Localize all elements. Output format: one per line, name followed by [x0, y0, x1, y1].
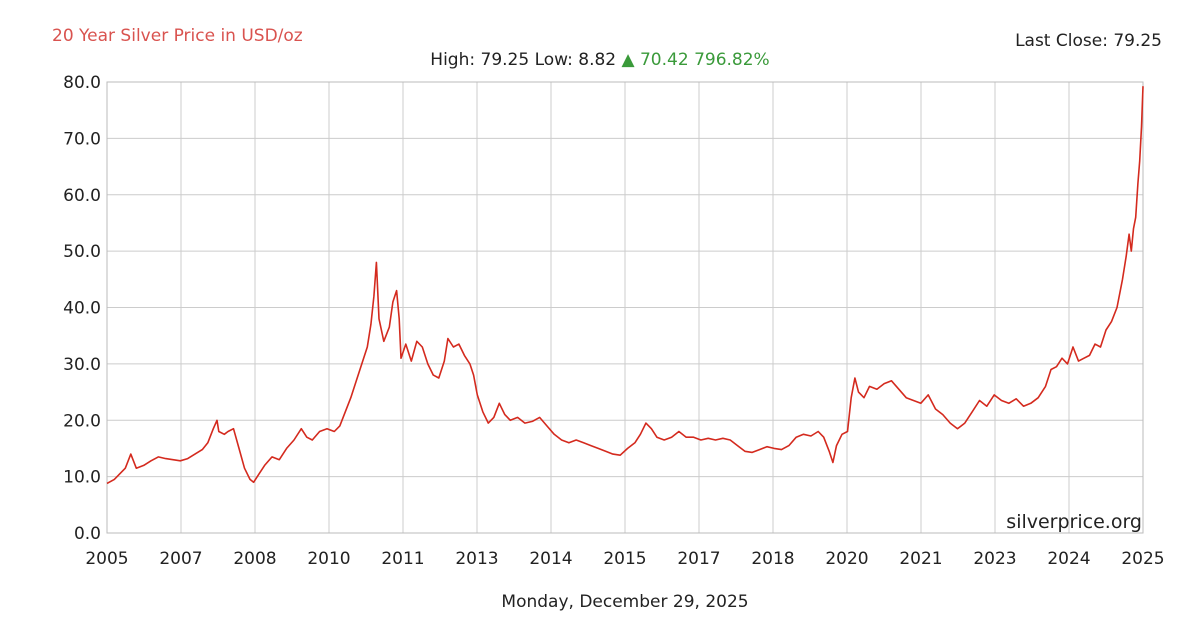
y-tick-label: 0.0 [74, 524, 101, 544]
watermark: silverprice.org [1006, 511, 1142, 533]
x-tick-label: 2018 [751, 549, 794, 569]
x-tick-label: 2013 [455, 549, 498, 569]
chart-date: Monday, December 29, 2025 [501, 592, 749, 612]
x-tick-label: 2008 [233, 549, 276, 569]
x-tick-label: 2014 [529, 549, 572, 569]
y-tick-label: 60.0 [63, 186, 101, 206]
x-tick-label: 2007 [159, 549, 202, 569]
silver-price-line [106, 86, 1144, 485]
high-value: High: 79.25 [430, 50, 530, 70]
low-value: Low: 8.82 [534, 50, 617, 70]
x-tick-label: 2011 [381, 549, 424, 569]
y-tick-label: 80.0 [63, 73, 101, 93]
x-axis: 2005 2007 2008 2010 2011 2013 2014 2015 2017 2018… [85, 549, 1164, 569]
x-tick-label: 2015 [603, 549, 646, 569]
plot-frame [106, 81, 1144, 534]
x-tick-label: 2024 [1047, 549, 1090, 569]
y-tick-label: 70.0 [63, 129, 101, 149]
x-tick-label: 2023 [973, 549, 1016, 569]
y-tick-label: 40.0 [63, 299, 101, 319]
x-tick-label: 2020 [825, 549, 868, 569]
change-value: ▲ 70.42 796.82% [621, 50, 770, 70]
x-tick-label: 2021 [899, 549, 942, 569]
y-axis: 0.0 10.0 20.0 30.0 40.0 50.0 60.0 70.0 80.0 [63, 73, 101, 544]
grid-lines [106, 81, 1144, 534]
y-tick-label: 20.0 [63, 411, 101, 431]
x-tick-label: 2025 [1121, 549, 1164, 569]
y-tick-label: 30.0 [63, 355, 101, 375]
y-tick-label: 50.0 [63, 242, 101, 262]
x-tick-label: 2005 [85, 549, 128, 569]
last-close: Last Close: 79.25 [1015, 31, 1162, 51]
x-tick-label: 2010 [307, 549, 350, 569]
x-tick-label: 2017 [677, 549, 720, 569]
y-tick-label: 10.0 [63, 468, 101, 488]
chart-title: 20 Year Silver Price in USD/oz [52, 26, 303, 46]
price-stats: High: 79.25 Low: 8.82 ▲ 70.42 796.82% [0, 50, 1200, 70]
